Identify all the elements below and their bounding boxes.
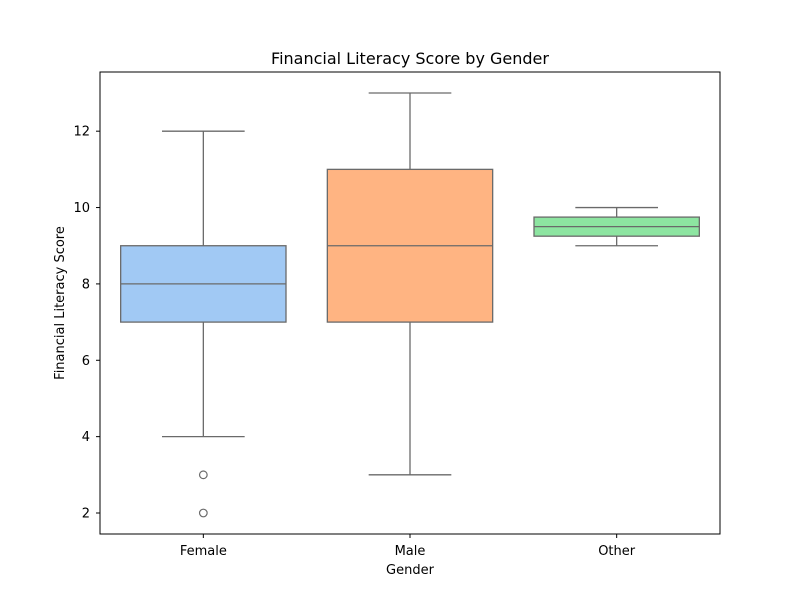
y-tick-label: 8: [82, 277, 90, 292]
y-tick-label: 4: [82, 430, 90, 445]
y-tick-label: 6: [82, 354, 90, 369]
x-axis-label: Gender: [386, 563, 435, 578]
box-group-male: [326, 92, 494, 476]
x-tick-label: Male: [395, 544, 426, 559]
x-axis: Female Male Other: [180, 534, 636, 559]
outlier-point: [198, 470, 208, 480]
plot-area: [120, 92, 700, 518]
outlier-point: [198, 508, 208, 518]
y-axis-label: Financial Literacy Score: [53, 226, 68, 380]
y-axis: 2 4 6 8 10 12: [73, 125, 100, 522]
x-tick-label: Other: [598, 544, 636, 559]
box-group-other: [533, 206, 700, 247]
box-group-female: [120, 130, 287, 518]
y-tick-label: 10: [73, 201, 90, 216]
x-tick-label: Female: [180, 544, 227, 559]
y-tick-label: 12: [73, 125, 90, 140]
y-tick-label: 2: [82, 507, 90, 522]
chart-title: Financial Literacy Score by Gender: [271, 49, 549, 68]
